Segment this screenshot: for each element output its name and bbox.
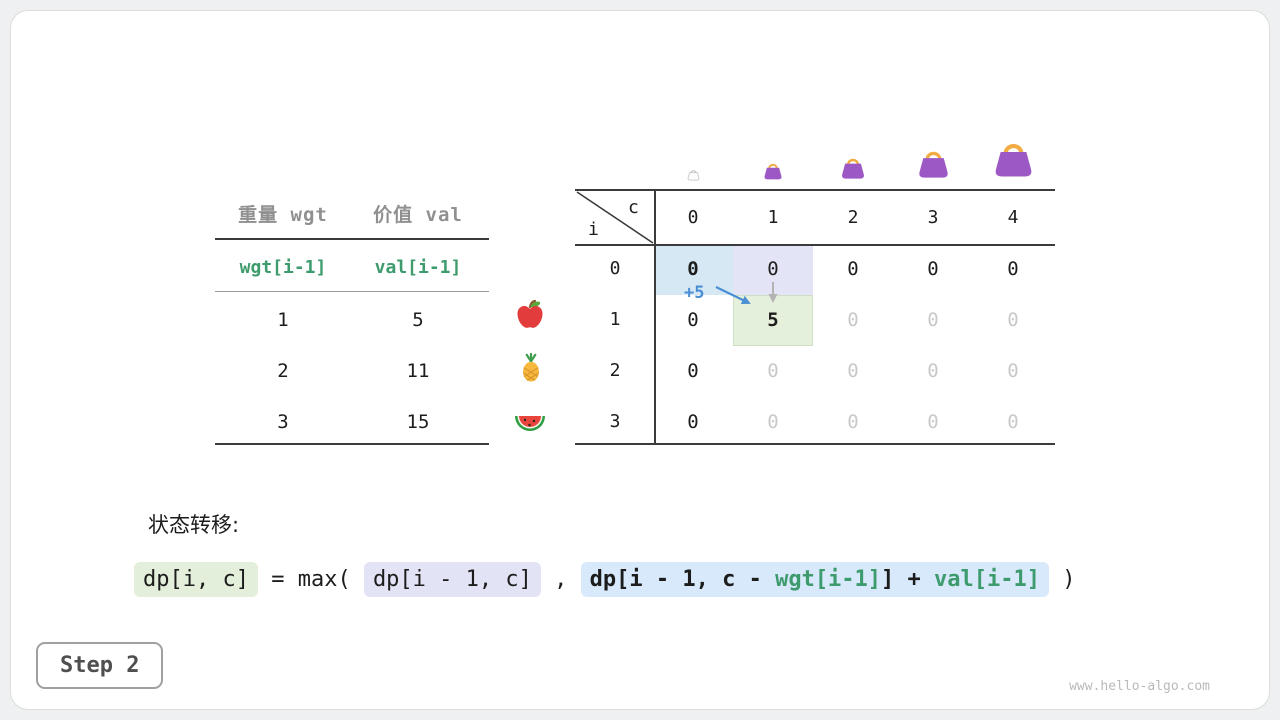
- dp-cell-0-1: 0: [767, 258, 779, 280]
- dp-col-header-2: 2: [847, 207, 859, 228]
- formula-comma: ,: [540, 567, 581, 592]
- dp-top-rule: [575, 189, 1055, 191]
- dp-cell-2-4: 0: [1007, 360, 1019, 382]
- dp-bottom-rule: [575, 443, 1055, 445]
- dp-cell-1-4: 0: [1007, 309, 1019, 331]
- dp-cell-3-1: 0: [767, 411, 779, 433]
- state-transition-heading: 状态转移:: [148, 513, 240, 537]
- formula-closing-paren: ): [1049, 567, 1076, 592]
- dp-cell-2-2: 0: [847, 360, 859, 382]
- bag-icon-capacity-4: [989, 138, 1038, 182]
- corner-row-var: i: [588, 219, 599, 240]
- dp-cell-2-3: 0: [927, 360, 939, 382]
- dp-cell-3-3: 0: [927, 411, 939, 433]
- weights-col-header-val: 价值 val: [373, 204, 463, 226]
- bag-icon-capacity-1: [761, 161, 785, 182]
- formula-lhs-chip: dp[i, c]: [134, 562, 258, 597]
- formula-arg2-val: val[i-1]: [934, 567, 1040, 592]
- dp-cell-0-2: 0: [847, 258, 859, 280]
- dp-cell-1-0: 0: [687, 309, 699, 331]
- corner-col-var: c: [628, 197, 639, 218]
- dp-cell-0-4: 0: [1007, 258, 1019, 280]
- state-transition-formula: dp[i, c] = max( dp[i - 1, c] , dp[i - 1,…: [134, 562, 1076, 597]
- formula-arg2-wgt: wgt[i-1]: [775, 567, 882, 592]
- weights-index-divider: [215, 291, 489, 292]
- dp-cell-3-4: 0: [1007, 411, 1019, 433]
- dp-row-header-1: 1: [609, 309, 621, 330]
- apple-icon: [514, 299, 546, 331]
- watermark: www.hello-algo.com: [1069, 679, 1210, 694]
- weights-bottom-divider: [215, 443, 489, 445]
- formula-arg2-prefix: dp[i - 1, c -: [589, 567, 776, 592]
- wgt-index-label: wgt[i-1]: [239, 257, 327, 278]
- watermelon-icon: [513, 406, 547, 438]
- dp-cell-3-0: 0: [687, 411, 699, 433]
- dp-cell-0-3: 0: [927, 258, 939, 280]
- formula-equals-max: = max(: [257, 567, 364, 592]
- bag-icon-capacity-0: [686, 168, 701, 182]
- dp-col-header-1: 1: [767, 207, 779, 228]
- bag-icon-capacity-2: [838, 155, 868, 182]
- weight-cell: 1: [277, 309, 289, 331]
- value-cell: 11: [406, 360, 430, 382]
- dp-header-rule: [575, 244, 1055, 246]
- dp-row-header-3: 3: [609, 411, 621, 432]
- dp-col-header-0: 0: [687, 207, 699, 228]
- step-badge: Step 2: [36, 642, 164, 689]
- dp-cell-1-2: 0: [847, 309, 859, 331]
- dp-row-header-0: 0: [609, 258, 621, 279]
- dp-cell-1-1: 5: [767, 309, 779, 331]
- dp-col-header-4: 4: [1007, 207, 1019, 228]
- dp-cell-2-1: 0: [767, 360, 779, 382]
- plus-five-annotation: +5: [684, 283, 705, 303]
- weight-cell: 3: [277, 411, 289, 433]
- value-cell: 5: [412, 309, 424, 331]
- bag-icon-capacity-3: [914, 147, 953, 182]
- dp-cell-3-2: 0: [847, 411, 859, 433]
- weights-header-divider: [215, 238, 489, 240]
- weight-cell: 2: [277, 360, 289, 382]
- weights-col-header-wgt: 重量 wgt: [238, 204, 328, 226]
- val-index-label: val[i-1]: [374, 257, 462, 278]
- formula-arg2-chip: dp[i - 1, c - wgt[i-1]] + val[i-1]: [580, 562, 1049, 597]
- dp-cell-0-0: 0: [687, 258, 699, 280]
- pineapple-icon: [516, 353, 546, 383]
- dp-cell-2-0: 0: [687, 360, 699, 382]
- dp-vertical-rule: [654, 189, 656, 445]
- dp-row-header-2: 2: [609, 360, 621, 381]
- formula-arg2-plus: ] +: [881, 567, 935, 592]
- formula-arg1-chip: dp[i - 1, c]: [363, 562, 541, 597]
- dp-col-header-3: 3: [927, 207, 939, 228]
- value-cell: 15: [406, 411, 430, 433]
- dp-cell-1-3: 0: [927, 309, 939, 331]
